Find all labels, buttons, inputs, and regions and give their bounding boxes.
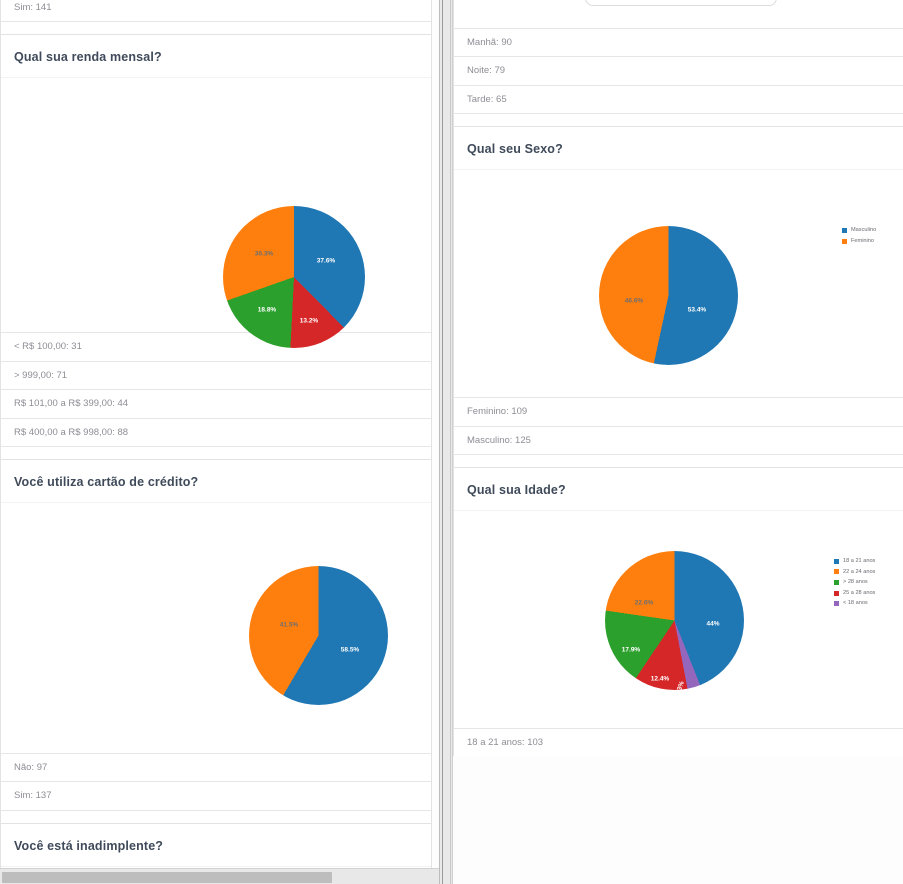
legend-item: Feminino [842, 236, 876, 247]
list-item[interactable]: Sim: 141 [1, 0, 431, 22]
chart-legend: 18 a 21 anos 22 a 24 anos > 28 anos [834, 556, 875, 609]
page-title: Você utiliza cartão de crédito? [14, 474, 199, 489]
list-item[interactable]: > 999,00: 71 [1, 360, 431, 390]
section-sexo: Qual seu Sexo? 53.4% 46.6% Masculino Fem… [453, 126, 903, 467]
section-divider [454, 113, 903, 127]
list-item[interactable]: R$ 400,00 a R$ 998,00: 88 [1, 417, 431, 446]
page-title: Qual sua renda mensal? [14, 50, 162, 65]
legend-swatch-icon [842, 238, 847, 244]
legend-label: > 28 anos [843, 579, 868, 586]
pie-chart-sexo: 53.4% 46.6% Masculino Feminino [454, 169, 903, 398]
list-item[interactable]: Não: 97 [1, 752, 431, 782]
divider [450, 0, 451, 884]
right-results-panel[interactable]: Qual o melhor horário? 38.5% 33.8% 27.8%… [452, 0, 903, 884]
legend-swatch-icon [834, 558, 839, 564]
pie-graphic [249, 565, 388, 705]
legend-item: 18 a 21 anos [834, 556, 875, 567]
section-divider [454, 453, 903, 467]
scrollbar-thumb[interactable] [2, 872, 332, 883]
left-panel-content: Sim: 141 Qual sua renda mensal? 37.6% 13… [0, 0, 432, 884]
pie-graphic [599, 226, 738, 366]
section-melhor-horario: Qual o melhor horário? 38.5% 33.8% 27.8%… [453, 0, 903, 127]
top-floating-card [585, 0, 777, 6]
legend-label: 22 a 24 anos [843, 568, 876, 575]
legend-label: Feminino [851, 237, 875, 244]
legend-swatch-icon [834, 590, 839, 596]
section-idade: Qual sua Idade? 44% 22.6% 17.9% 12.4% 3%… [453, 466, 903, 757]
legend-label: Masculino [851, 227, 877, 234]
pie-chart-cartao-credito: 58.5% 41.5% [1, 501, 431, 753]
right-panel-content: Qual o melhor horário? 38.5% 33.8% 27.8%… [453, 0, 903, 757]
legend-item: < 18 anos [834, 598, 875, 609]
horizontal-scrollbar[interactable] [0, 868, 439, 884]
list-item[interactable]: Manhã: 90 [454, 28, 903, 57]
divider [442, 0, 443, 884]
section-cartao-credito: Você utiliza cartão de crédito? 58.5% 41… [0, 458, 432, 823]
left-results-panel[interactable]: Sim: 141 Qual sua renda mensal? 37.6% 13… [0, 0, 440, 884]
list-item[interactable]: Noite: 79 [454, 56, 903, 85]
list-item[interactable]: Feminino: 109 [454, 397, 903, 426]
panel-gap [441, 0, 452, 884]
page-title: Você está inadimplente? [14, 838, 164, 853]
legend-swatch-icon [834, 601, 839, 607]
list-item[interactable]: Sim: 137 [1, 781, 431, 810]
page-title: Qual sua Idade? [467, 482, 566, 497]
list-item[interactable]: R$ 101,00 a R$ 399,00: 44 [1, 389, 431, 418]
pie-chart-idade: 44% 22.6% 17.9% 12.4% 3% 18 a 21 anos 22… [454, 509, 903, 728]
section-partial-top: Sim: 141 [0, 0, 432, 35]
legend-label: 18 a 21 anos [843, 557, 876, 564]
page-title: Qual seu Sexo? [467, 142, 563, 157]
legend-item: 25 a 28 anos [834, 588, 875, 599]
pie-graphic [223, 206, 365, 349]
section-divider [1, 445, 431, 459]
list-item[interactable]: Masculino: 125 [454, 425, 903, 454]
legend-swatch-icon [834, 569, 839, 575]
list-item[interactable]: Tarde: 65 [454, 84, 903, 114]
legend-swatch-icon [834, 580, 839, 586]
section-divider [1, 21, 431, 35]
list-item[interactable]: < R$ 100,00: 31 [1, 332, 431, 361]
legend-item: Masculino [842, 225, 876, 236]
legend-swatch-icon [842, 227, 847, 233]
section-divider [1, 809, 431, 823]
chart-legend: Masculino Feminino [842, 225, 876, 246]
legend-item: 22 a 24 anos [834, 567, 875, 578]
pie-graphic [605, 550, 744, 690]
legend-item: > 28 anos [834, 577, 875, 588]
legend-label: 25 a 28 anos [843, 589, 876, 596]
pie-chart-renda-mensal: 37.6% 13.2% 18.8% 30.3% [1, 77, 431, 349]
list-item[interactable]: 18 a 21 anos: 103 [454, 727, 903, 757]
section-renda-mensal: Qual sua renda mensal? 37.6% 13.2% 18.8%… [0, 34, 432, 459]
legend-label: < 18 anos [843, 600, 868, 607]
